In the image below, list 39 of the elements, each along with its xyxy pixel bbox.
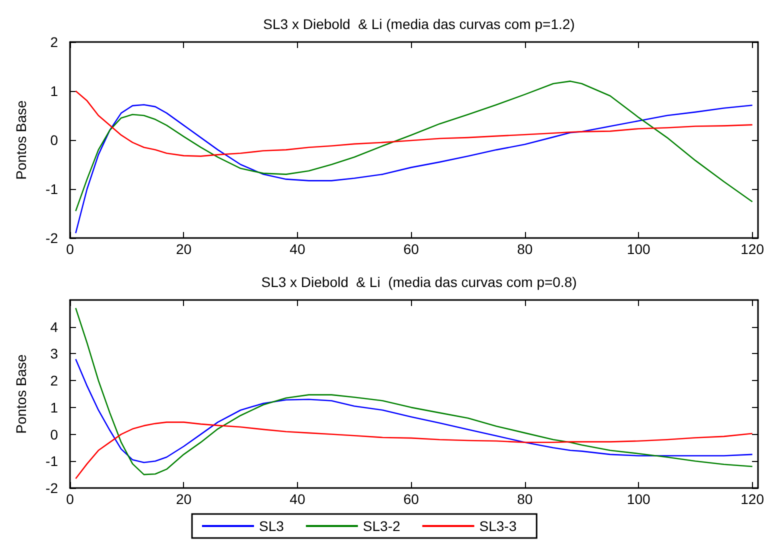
y-tick-label: -1	[46, 453, 58, 470]
x-tick-label: 0	[66, 491, 74, 507]
chart-title: SL3 x Diebold & Li (media das curvas com p=1.2)	[263, 16, 575, 32]
line-series	[75, 422, 753, 480]
line-series	[75, 307, 753, 476]
line-series	[75, 90, 753, 157]
y-tick-label: 3	[50, 346, 58, 362]
y-axis-title: Pontos Base	[13, 354, 29, 434]
x-tick-label: 60	[403, 241, 420, 257]
line-series	[75, 358, 753, 464]
y-tick-label: 1	[50, 83, 58, 99]
line-series	[75, 104, 753, 234]
x-tick-label: 100	[626, 491, 650, 507]
x-tick-label: 40	[290, 491, 306, 507]
y-tick-label: 0	[50, 426, 58, 442]
x-tick-label: 40	[290, 241, 306, 257]
y-axis-title: Pontos Base	[13, 100, 29, 180]
x-tick-label: 80	[517, 241, 533, 257]
legend-label: SL3	[259, 518, 284, 534]
y-tick-label: 2	[50, 34, 58, 50]
y-tick-label: 4	[50, 318, 58, 335]
x-tick-label: 120	[740, 241, 764, 257]
x-tick-label: 20	[176, 241, 192, 257]
y-tick-label: 0	[50, 132, 58, 148]
x-tick-label: 120	[740, 491, 764, 507]
line-series	[75, 80, 753, 212]
x-tick-label: 20	[176, 491, 192, 507]
y-tick-label: -2	[46, 230, 58, 246]
x-tick-label: 100	[626, 241, 650, 257]
x-tick-label: 0	[66, 241, 74, 257]
y-tick-label: 1	[50, 399, 58, 416]
x-tick-label: 60	[403, 491, 420, 507]
y-tick-label: -2	[46, 480, 58, 496]
legend-label: SL3-3	[479, 518, 517, 534]
legend-label: SL3-2	[362, 518, 400, 534]
chart-title: SL3 x Diebold & Li (media das curvas com p=0.8)	[261, 274, 577, 290]
y-tick-label: 2	[50, 372, 58, 389]
x-tick-label: 80	[517, 491, 533, 507]
y-tick-label: -1	[46, 181, 58, 197]
